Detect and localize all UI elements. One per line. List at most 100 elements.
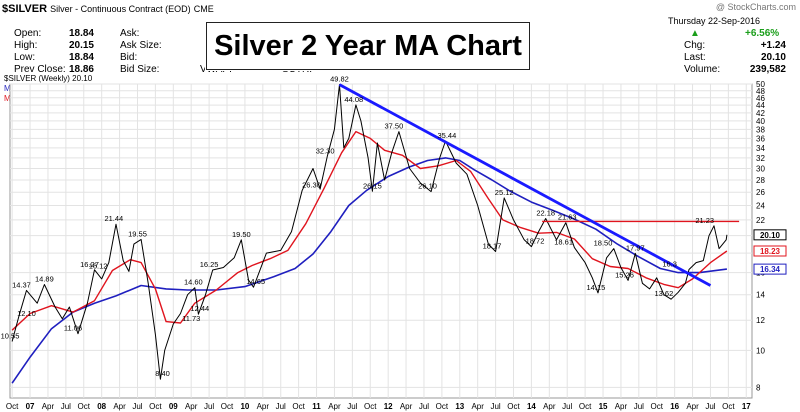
x-tick-label: 16 <box>670 402 679 411</box>
ask-size-label: Ask Size: <box>120 40 162 51</box>
ma104-line <box>11 157 728 384</box>
bid-size-label: Bid Size: <box>120 64 160 75</box>
volume-label: Volume: <box>684 64 721 75</box>
price-tag-label: 20.10 <box>760 231 781 240</box>
y-tick-label: 36 <box>756 134 765 143</box>
overlay-title: Silver 2 Year MA Chart <box>206 22 530 70</box>
x-tick-label: Oct <box>6 402 19 411</box>
x-tick-label: Jul <box>204 402 214 411</box>
bid-label: Bid: <box>120 52 138 63</box>
x-tick-label: 17 <box>742 402 751 411</box>
price-annotation: 11.06 <box>64 324 82 333</box>
price-annotation: 44.08 <box>344 95 363 104</box>
price-annotation: 14.37 <box>12 280 31 289</box>
y-tick-label: 18 <box>756 249 765 258</box>
price-annotation: 35.44 <box>438 131 457 140</box>
x-tick-label: Jul <box>634 402 644 411</box>
ma26-line <box>11 130 728 331</box>
price-annotation: 26.15 <box>363 181 382 190</box>
x-tick-label: Oct <box>436 402 449 411</box>
price-annotation: 14.89 <box>35 274 54 283</box>
x-tick-label: Oct <box>722 402 735 411</box>
x-tick-label: Jul <box>419 402 429 411</box>
low-value: 18.84 <box>68 52 94 63</box>
x-tick-label: Apr <box>328 402 341 411</box>
x-tick-label: Apr <box>42 402 55 411</box>
y-tick-label: 14 <box>756 291 765 300</box>
x-tick-label: Jul <box>562 402 572 411</box>
price-annotation: 12.10 <box>17 309 36 318</box>
x-tick-label: Jul <box>276 402 286 411</box>
x-tick-label: Apr <box>543 402 556 411</box>
x-tick-label: Apr <box>686 402 699 411</box>
x-tick-label: Oct <box>221 402 234 411</box>
price-tag-box <box>753 245 787 257</box>
high-label: High: <box>14 40 38 51</box>
y-tick-label: 10 <box>756 346 765 355</box>
plot-frame <box>9 83 753 399</box>
y-tick-label: 16 <box>756 269 765 278</box>
downtrend-line <box>338 83 712 287</box>
price-annotation: 19.50 <box>232 230 251 239</box>
legend-main-label: $SILVER (Weekly) 20.10 <box>4 74 93 83</box>
price-annotation: 16.12 <box>89 261 108 270</box>
up-triangle-icon: ▲ <box>690 28 700 39</box>
y-tick-label: 40 <box>756 117 765 126</box>
price-annotation: 15.26 <box>615 270 634 279</box>
price-annotation: 18.61 <box>554 238 573 247</box>
price-annotation: 11.73 <box>182 314 200 323</box>
price-annotation: 13.62 <box>655 289 674 298</box>
x-tick-label: Jul <box>705 402 715 411</box>
y-tick-label: 42 <box>756 109 765 118</box>
price-annotation: 22.18 <box>536 209 555 218</box>
y-tick-label: 34 <box>756 144 765 153</box>
y-tick-label: 32 <box>756 154 765 163</box>
x-tick-label: Oct <box>364 402 377 411</box>
price-annotation: 18.50 <box>594 239 613 248</box>
x-tick-label: Apr <box>400 402 413 411</box>
price-annotation: 21.44 <box>104 214 123 223</box>
price-tag-label: 16.34 <box>760 265 781 274</box>
quote-date: Thursday 22-Sep-2016 <box>668 16 761 26</box>
quote-header: $SILVER Silver - Continuous Contract (EO… <box>0 0 800 84</box>
y-tick-label: 30 <box>756 165 765 174</box>
price-annotation: 14.65 <box>246 277 265 286</box>
x-tick-label: 07 <box>26 402 35 411</box>
x-tick-label: Jul <box>490 402 500 411</box>
y-tick-label: 24 <box>756 201 765 210</box>
price-annotation: 37.50 <box>385 122 404 131</box>
x-tick-label: Jul <box>347 402 357 411</box>
legend-main: $SILVER (Weekly) 20.10 <box>4 74 92 83</box>
price-annotation: 21.63 <box>558 213 577 222</box>
y-tick-label: 20 <box>756 232 765 241</box>
y-tick-label: 8 <box>756 383 761 392</box>
x-tick-label: Oct <box>149 402 162 411</box>
x-tick-label: 12 <box>384 402 393 411</box>
x-tick-label: Oct <box>78 402 91 411</box>
x-tick-label: 11 <box>312 402 321 411</box>
y-tick-label: 48 <box>756 87 765 96</box>
x-tick-label: 14 <box>527 402 536 411</box>
low-label: Low: <box>14 52 36 63</box>
price-tag-box <box>753 229 787 241</box>
price-annotation: 8.40 <box>155 369 170 378</box>
y-tick-label: 12 <box>756 316 765 325</box>
price-tag-box <box>753 263 787 275</box>
price-annotation: 10.55 <box>1 332 20 341</box>
volume-value: 239,582 <box>749 64 786 75</box>
open-label: Open: <box>14 28 42 39</box>
exchange: CME <box>193 4 214 14</box>
x-tick-label: Apr <box>257 402 270 411</box>
price-annotation: 16.27 <box>80 260 99 269</box>
y-tick-label: 22 <box>756 216 765 225</box>
price-annotation: 16.25 <box>200 260 219 269</box>
price-annotation: 14.15 <box>586 283 605 292</box>
x-tick-label: Jul <box>132 402 142 411</box>
change-percent: +6.56% <box>745 28 780 39</box>
y-tick-label: 28 <box>756 176 765 185</box>
open-value: 18.84 <box>68 28 94 39</box>
price-line <box>11 84 728 380</box>
symbol-description: Silver - Continuous Contract (EOD) <box>50 4 191 14</box>
x-tick-label: Apr <box>185 402 198 411</box>
